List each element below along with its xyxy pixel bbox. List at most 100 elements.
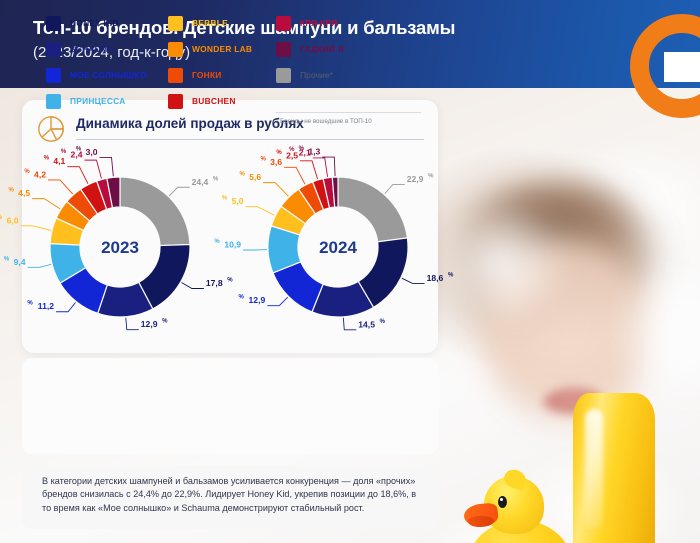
legend-label: Прочие* <box>300 70 333 80</box>
donut-label-group: 4,5% <box>8 188 61 210</box>
legend-label: HONEY KID <box>70 18 119 28</box>
chart-title: Динамика долей продаж в рублях <box>76 116 304 131</box>
legend-label: КРЯ-КРЯ <box>300 18 338 28</box>
donut-value-label: 12,9 <box>249 295 266 305</box>
legend-swatch <box>46 15 61 31</box>
legend-item[interactable]: BUBCHEN <box>168 88 252 114</box>
logo-mask <box>664 52 700 82</box>
legend-label: ПРИНЦЕССА <box>70 96 126 106</box>
donut-value-unit: % <box>239 172 245 178</box>
legend-column-3: КРЯ-КРЯ ГАДКИЙ Я Прочие* <box>276 10 344 88</box>
donut-label-group: 10,9% <box>214 239 268 251</box>
donut-label-group: 5,0% <box>222 196 275 216</box>
donut-value-unit: % <box>299 146 305 152</box>
legend-swatch <box>46 93 61 109</box>
donut-value-unit: % <box>448 272 454 278</box>
legend-item[interactable]: МОЕ СОЛНЫШКО <box>46 62 147 88</box>
legend-swatch <box>276 41 291 57</box>
legend-label: WONDER LAB <box>192 44 253 54</box>
legend-swatch <box>46 41 61 57</box>
legend-swatch <box>276 15 291 31</box>
legend-item[interactable]: SCHAUMA <box>46 36 147 62</box>
donut-value-unit: % <box>61 149 67 155</box>
donut-value-label: 1,3 <box>308 147 320 157</box>
legend-item[interactable]: ГАДКИЙ Я <box>276 36 344 62</box>
donut-value-label: 24,4 <box>192 177 209 187</box>
donut-value-unit: % <box>276 150 282 156</box>
donut-label-group: 18,6% <box>401 272 454 284</box>
legend-label: BEBBLE <box>192 18 228 28</box>
donut-label-group: 12,9% <box>125 317 168 331</box>
donut-value-unit: % <box>380 319 386 325</box>
legend-footnote-rule <box>276 112 421 113</box>
legend-label: ГАДКИЙ Я <box>300 44 345 54</box>
chart-card-header: Динамика долей продаж в рублях <box>36 112 426 146</box>
pie-chart-icon <box>38 116 64 142</box>
donut-label-group: 14,5% <box>342 317 386 331</box>
legend-item[interactable]: ПРИНЦЕССА <box>46 88 147 114</box>
donut-value-unit: % <box>214 239 220 245</box>
donut-label-group: 2,5% <box>276 150 318 180</box>
donut-value-label: 4,1 <box>53 156 65 166</box>
donut-value-label: 6,0 <box>7 215 19 225</box>
legend-item[interactable]: BEBBLE <box>168 10 252 36</box>
donut-value-unit: % <box>428 174 434 180</box>
donut-label-group: 1,3% <box>299 146 336 177</box>
donut-label-group: 3,0% <box>76 146 114 177</box>
donut-label-group: 11,2% <box>27 301 76 313</box>
donut-value-unit: % <box>4 256 10 262</box>
legend-panel <box>22 358 438 454</box>
donut-value-unit: % <box>227 278 233 284</box>
legend-footnote: * Бренды не вошедшие в ТОП-10 <box>276 118 372 125</box>
legend-label: ГОНКИ <box>192 70 222 80</box>
legend-item[interactable]: КРЯ-КРЯ <box>276 10 344 36</box>
legend-item[interactable]: ГОНКИ <box>168 62 252 88</box>
donut-segment[interactable] <box>331 176 339 208</box>
legend-swatch <box>276 67 291 83</box>
duck-beak-lower <box>467 515 495 528</box>
donut-value-label: 2,5 <box>286 150 298 160</box>
donut-value-label: 5,0 <box>232 196 244 206</box>
donut-label-group: 2,4% <box>61 149 102 179</box>
rubber-duck-icon <box>462 467 574 543</box>
donut-value-label: 3,0 <box>86 147 98 157</box>
legend-item[interactable]: Прочие* <box>276 62 344 88</box>
legend-item[interactable]: HONEY KID <box>46 10 147 36</box>
donut-hole <box>299 208 377 286</box>
donut-value-unit: % <box>24 169 30 175</box>
donut-value-label: 5,6 <box>249 172 261 182</box>
donut-label-group: 4,2% <box>24 169 74 195</box>
chart-title-rule <box>76 139 424 140</box>
donut-hole <box>81 208 159 286</box>
donut-value-unit: % <box>289 147 295 153</box>
donut-label-group: 2,1% <box>289 147 328 177</box>
donut-value-label: 2,1 <box>299 147 311 157</box>
donut-value-label: 14,5 <box>358 319 375 329</box>
donut-label-group: 9,4% <box>4 256 52 268</box>
legend-swatch <box>46 67 61 83</box>
donut-value-label: 18,6 <box>427 273 444 283</box>
donut-value-unit: % <box>44 156 50 162</box>
donut-value-unit: % <box>162 319 168 325</box>
page-title: Топ-10 брендов. Детские шампуни и бальза… <box>33 17 456 38</box>
donut-value-label: 4,2 <box>34 169 46 179</box>
legend-label: МОЕ СОЛНЫШКО <box>70 70 147 80</box>
legend-item[interactable]: WONDER LAB <box>168 36 252 62</box>
donut-value-unit: % <box>27 301 33 307</box>
donut-label-group: 17,8% <box>181 278 233 289</box>
page-header: Топ-10 брендов. Детские шампуни и бальза… <box>0 0 700 118</box>
donut-value-unit: % <box>222 196 228 202</box>
legend-swatch <box>168 93 183 109</box>
photo-foam-left <box>440 208 560 318</box>
donut-segment[interactable] <box>106 176 121 209</box>
legend-column-2: BEBBLE WONDER LAB ГОНКИ BUBCHEN <box>168 10 252 114</box>
donut-value-label: 4,5 <box>18 188 30 198</box>
donut-value-label: 12,9 <box>141 319 158 329</box>
donut-value-unit: % <box>260 156 266 162</box>
donut-value-unit: % <box>8 188 14 194</box>
legend-label: SCHAUMA <box>70 44 115 54</box>
legend-swatch <box>168 67 183 83</box>
donut-value-label: 3,6 <box>270 157 282 167</box>
legend-swatch <box>168 15 183 31</box>
